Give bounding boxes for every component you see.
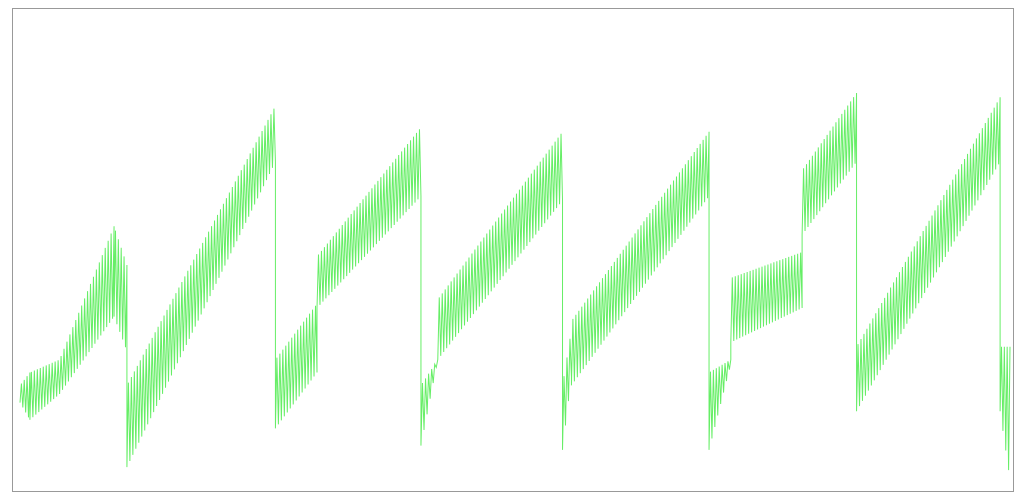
plot-frame [12,8,1014,492]
series-line-0 [19,92,1011,471]
series-layer [19,92,1011,471]
